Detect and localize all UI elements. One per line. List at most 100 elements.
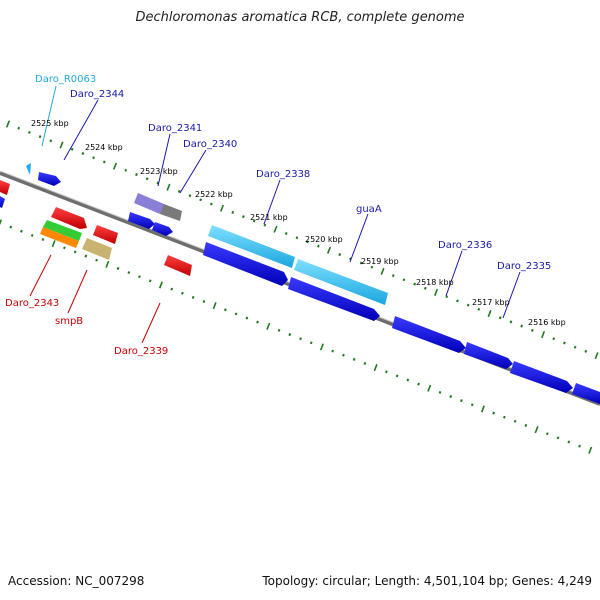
outer-scale-minor-tick <box>38 135 42 139</box>
gene-blue-arrow-4[interactable] <box>572 383 600 404</box>
gene-label[interactable]: Daro_2335 <box>497 261 551 272</box>
outer-scale-minor-tick <box>199 198 203 202</box>
outer-scale-major-tick <box>59 141 64 149</box>
inner-scale-minor-tick <box>384 370 388 374</box>
outer-scale-minor-tick <box>584 349 588 353</box>
tick-label: 2519 kbp <box>361 257 399 266</box>
gene-red-arrow-1[interactable] <box>51 207 87 229</box>
outer-scale-minor-tick <box>295 236 299 240</box>
inner-scale-minor-tick <box>116 266 120 270</box>
gene-blue-arrow-3[interactable] <box>510 361 573 393</box>
gene-rna-r0063-marker[interactable] <box>26 163 31 175</box>
gene-daro-2342-arrow[interactable] <box>128 212 155 229</box>
outer-scale-minor-tick <box>573 345 577 349</box>
tick-label: 2516 kbp <box>528 318 566 327</box>
inner-scale <box>0 219 593 454</box>
outer-scale-minor-tick <box>477 307 481 311</box>
tick-label: 2523 kbp <box>140 167 178 176</box>
gene-red-arrow-2[interactable] <box>93 225 118 244</box>
inner-scale-minor-tick <box>492 411 496 415</box>
outer-scale-minor-tick <box>445 295 449 299</box>
inner-scale-minor-tick <box>95 258 98 262</box>
inner-scale-minor-tick <box>524 423 528 427</box>
inner-scale-minor-tick <box>223 308 227 312</box>
gene-daro-2339-arrow[interactable] <box>164 255 192 276</box>
inner-scale-minor-tick <box>545 432 549 436</box>
outer-scale-minor-tick <box>81 152 85 155</box>
outer-scale-minor-tick <box>145 177 149 181</box>
inner-scale-minor-tick <box>20 229 23 233</box>
gene-blue-long-1[interactable] <box>203 242 288 286</box>
inner-scale-minor-tick <box>127 271 131 275</box>
gene-label[interactable]: Daro_2338 <box>256 169 310 180</box>
outer-scale-minor-tick <box>263 223 267 227</box>
gene-daro-2340-arrow[interactable] <box>160 204 182 221</box>
inner-scale-minor-tick <box>256 320 259 324</box>
gene-small-blue-arrow[interactable] <box>152 222 173 236</box>
inner-scale-minor-tick <box>299 337 302 341</box>
outer-scale-minor-tick <box>391 274 395 278</box>
outer-scale-minor-tick <box>338 253 342 257</box>
outer-scale-minor-tick <box>466 303 470 307</box>
gene-blue-long-2[interactable] <box>288 277 380 321</box>
gene-daro-2341-arrow[interactable] <box>134 193 168 214</box>
inner-scale-major-tick <box>534 426 539 434</box>
gene-label[interactable]: Daro_2340 <box>183 139 237 150</box>
inner-scale-minor-tick <box>234 312 238 316</box>
gene-guaA-arrow[interactable] <box>294 259 388 305</box>
outer-scale-major-tick <box>487 310 492 318</box>
gene-daro-2335-arrow[interactable] <box>464 342 513 369</box>
gene-red-edge-left[interactable] <box>0 180 10 195</box>
inner-scale-minor-tick <box>41 238 45 241</box>
gene-label[interactable]: Daro_2341 <box>148 123 202 134</box>
gene-label[interactable]: Daro_R0063 <box>35 74 96 85</box>
inner-scale-minor-tick <box>288 333 292 337</box>
outer-scale-minor-tick <box>316 244 320 248</box>
outer-scale-minor-tick <box>156 181 160 185</box>
outer-scale-minor-tick <box>349 257 352 261</box>
outer-scale-minor-tick <box>402 278 406 282</box>
gene-name-labels: Daro_R0063 Daro_2344 Daro_2341 Daro_2340… <box>5 74 551 357</box>
outer-scale-minor-tick <box>509 320 513 324</box>
leader-daro-2338 <box>263 179 281 225</box>
leader-daro-2335 <box>502 271 521 319</box>
inner-scale-major-tick <box>105 260 110 268</box>
gene-label[interactable]: Daro_2336 <box>438 240 492 251</box>
outer-scale-minor-tick <box>231 210 235 214</box>
gene-label[interactable]: guaA <box>356 204 382 215</box>
gene-daro-2338-arrow[interactable] <box>208 225 295 268</box>
gene-label[interactable]: Daro_2339 <box>114 346 168 357</box>
gene-blue-edge-left[interactable] <box>0 196 5 208</box>
gene-label[interactable]: smpB <box>55 316 83 327</box>
gene-daro-2344-arrow[interactable] <box>38 172 61 186</box>
inner-scale-minor-tick <box>138 275 141 279</box>
gene-label[interactable]: Daro_2343 <box>5 298 59 309</box>
inner-scale-minor-tick <box>9 225 13 229</box>
gene-smpB-arrow[interactable] <box>82 238 112 260</box>
gene-label[interactable]: Daro_2344 <box>70 89 124 100</box>
inner-scale-minor-tick <box>309 341 313 345</box>
inner-scale-minor-tick <box>170 287 174 291</box>
outer-scale-major-tick <box>326 246 332 254</box>
outer-scale-minor-tick <box>92 156 95 160</box>
outer-scale-major-tick <box>541 331 546 339</box>
tick-label: 2521 kbp <box>250 213 288 222</box>
outer-scale-minor-tick <box>284 232 288 235</box>
gene-daro-2343-green[interactable] <box>43 220 82 241</box>
inner-scale-major-tick <box>266 322 271 330</box>
gene-daro-2343-orange[interactable] <box>40 227 79 248</box>
leader-daro-r0063 <box>41 85 57 147</box>
outer-scale-minor-tick <box>563 341 566 345</box>
inner-scale-minor-tick <box>352 357 356 361</box>
outer-scale-minor-tick <box>209 202 213 206</box>
tick-label: 2520 kbp <box>305 235 343 244</box>
outer-scale-minor-tick <box>498 316 502 320</box>
outer-scale-major-tick <box>273 225 278 233</box>
inner-scale-minor-tick <box>438 390 442 394</box>
gene-daro-2336-arrow[interactable] <box>392 316 466 353</box>
outer-scale-minor-tick <box>413 282 417 286</box>
inner-scale-major-tick <box>51 240 56 248</box>
inner-scale-minor-tick <box>191 295 195 299</box>
outer-scale <box>5 120 599 360</box>
